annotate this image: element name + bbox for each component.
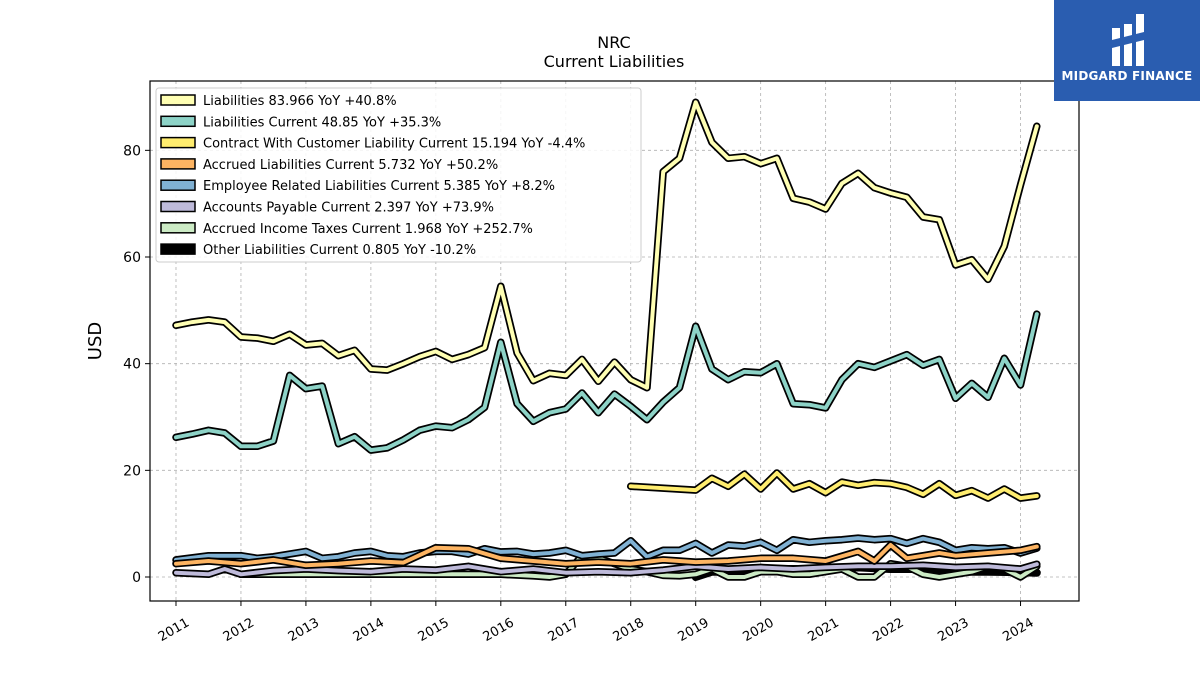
brand-name: MIDGARD FINANCE bbox=[1061, 69, 1193, 83]
x-tick-label: 2016 bbox=[481, 615, 517, 645]
x-tick-label: 2018 bbox=[611, 615, 647, 645]
legend-item: Contract With Customer Liability Current… bbox=[160, 136, 585, 152]
series-0 bbox=[172, 98, 1041, 392]
legend-label: Other Liabilities Current 0.805 YoY -10.… bbox=[203, 243, 476, 258]
legend-box bbox=[155, 87, 642, 263]
legend-label: Employee Related Liabilities Current 5.3… bbox=[203, 179, 555, 194]
series-2 bbox=[626, 469, 1041, 502]
series-line bbox=[174, 100, 1039, 390]
series-1 bbox=[172, 310, 1041, 454]
series-3 bbox=[172, 541, 1041, 570]
x-tick-label: 2019 bbox=[676, 615, 712, 645]
legend-item: Liabilities 83.966 YoY +40.8% bbox=[160, 94, 397, 109]
y-tick-label: 0 bbox=[132, 570, 141, 586]
legend-swatch bbox=[160, 136, 196, 149]
legend: Liabilities 83.966 YoY +40.8% Liabilities… bbox=[155, 87, 642, 263]
x-tick-label: 2024 bbox=[1000, 615, 1036, 645]
legend-swatch bbox=[160, 200, 196, 213]
chart-title: NRC bbox=[597, 33, 630, 52]
legend-label: Contract With Customer Liability Current… bbox=[203, 137, 585, 152]
x-tick-label: 2013 bbox=[286, 615, 322, 645]
legend-item: Liabilities Current 48.85 YoY +35.3% bbox=[160, 115, 441, 130]
x-tick-label: 2021 bbox=[805, 615, 841, 645]
legend-label: Accrued Liabilities Current 5.732 YoY +5… bbox=[203, 158, 498, 173]
series-5 bbox=[172, 560, 1041, 579]
series-line bbox=[174, 543, 1039, 568]
x-tick-label: 2017 bbox=[546, 615, 582, 645]
x-tick-label: 2014 bbox=[351, 615, 387, 645]
brand-logo: MIDGARD FINANCE bbox=[1054, 0, 1200, 101]
legend-item: Accrued Liabilities Current 5.732 YoY +5… bbox=[160, 158, 498, 173]
legend-swatch bbox=[160, 158, 196, 170]
chart-subtitle: Current Liabilities bbox=[544, 52, 685, 71]
plot-frame bbox=[149, 80, 1080, 602]
series-line bbox=[174, 312, 1039, 453]
legend-label: Liabilities 83.966 YoY +40.8% bbox=[203, 94, 397, 109]
legend-item: Other Liabilities Current 0.805 YoY -10.… bbox=[160, 243, 476, 258]
y-tick-label: 60 bbox=[123, 250, 141, 266]
series-lines bbox=[172, 98, 1041, 581]
series-line bbox=[239, 553, 1039, 579]
series-line bbox=[628, 471, 1039, 501]
x-tick-label: 2020 bbox=[741, 615, 777, 645]
x-tick-label: 2012 bbox=[221, 615, 257, 645]
x-tick-label: 2011 bbox=[156, 615, 192, 645]
y-axis-label: USD bbox=[85, 322, 106, 360]
midgard-logo-icon bbox=[1112, 14, 1144, 66]
y-tick-label: 20 bbox=[123, 463, 141, 479]
legend-swatch bbox=[160, 243, 196, 255]
y-tick-label: 40 bbox=[123, 357, 141, 373]
series-line bbox=[174, 536, 1039, 562]
x-tick-label: 2022 bbox=[870, 615, 906, 645]
series-line bbox=[174, 562, 1039, 577]
legend-label: Liabilities Current 48.85 YoY +35.3% bbox=[203, 115, 441, 130]
x-tick-label: 2023 bbox=[935, 615, 971, 645]
legend-swatch bbox=[160, 94, 196, 106]
legend-swatch bbox=[160, 179, 196, 191]
legend-item: Accounts Payable Current 2.397 YoY +73.9… bbox=[160, 200, 494, 216]
legend-label: Accounts Payable Current 2.397 YoY +73.9… bbox=[203, 201, 494, 216]
y-tick-label: 80 bbox=[123, 143, 141, 159]
legend-item: Employee Related Liabilities Current 5.3… bbox=[160, 179, 555, 194]
series-4 bbox=[172, 534, 1041, 564]
legend-label: Accrued Income Taxes Current 1.968 YoY +… bbox=[203, 222, 533, 237]
x-tick-label: 2015 bbox=[416, 615, 452, 645]
series-6 bbox=[237, 551, 1041, 581]
legend-item: Accrued Income Taxes Current 1.968 YoY +… bbox=[160, 222, 533, 237]
series-line-outline bbox=[172, 310, 1041, 454]
legend-swatch bbox=[160, 115, 196, 128]
legend-swatch bbox=[160, 222, 196, 234]
